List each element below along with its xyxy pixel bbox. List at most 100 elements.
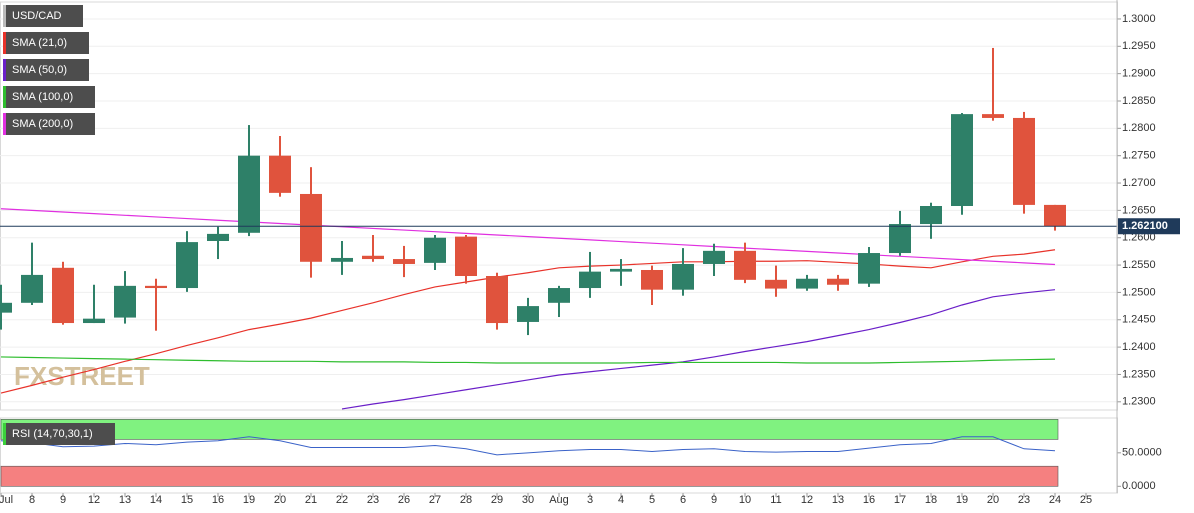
candle-body: [455, 236, 477, 277]
legend: USD/CAD SMA (21,0) SMA (50,0) SMA (100,0) SM…: [3, 5, 95, 135]
x-tick-label: Aug: [549, 494, 569, 506]
candle-body: [300, 193, 322, 262]
y-tick-label: 50.0000: [1122, 447, 1162, 459]
x-tick-label: 30: [522, 494, 534, 506]
candle-body: [579, 271, 601, 289]
watermark: FXSTREET: [14, 361, 150, 391]
y-tick-label: 1.2850: [1122, 95, 1156, 107]
rsi-line: [0, 436, 1056, 456]
x-tick-label: 17: [894, 494, 906, 506]
candle-body: [269, 155, 291, 193]
candle-body: [424, 237, 446, 263]
x-tick-label: 20: [987, 494, 999, 506]
x-tick-label: 12: [801, 494, 813, 506]
rsi-band: [0, 419, 1059, 440]
candle-body: [672, 263, 694, 290]
last-price-box: [1118, 218, 1180, 235]
candle-body: [610, 268, 632, 272]
legend-label: SMA (200,0): [12, 118, 73, 130]
x-tick-label: 9: [60, 494, 66, 506]
legend-box: [3, 423, 115, 445]
x-tick-label: 16: [212, 494, 224, 506]
x-tick-label: 23: [1018, 494, 1030, 506]
x-tick-label: 27: [429, 494, 441, 506]
x-tick-label: Jul: [0, 494, 13, 506]
y-tick-label: 1.2400: [1122, 341, 1156, 353]
rsi-legend: RSI (14,70,30,1): [3, 423, 115, 445]
y-tick-label: 1.2500: [1122, 286, 1156, 298]
x-tick-label: 10: [739, 494, 751, 506]
x-tick-label: 15: [181, 494, 193, 506]
candle-body: [114, 285, 136, 318]
candle-body: [238, 155, 260, 233]
candle-body: [1013, 117, 1035, 205]
x-tick-label: 13: [832, 494, 844, 506]
legend-box: [3, 59, 89, 81]
y-tick-label: 1.2350: [1122, 368, 1156, 380]
candle-body: [641, 269, 663, 290]
candle-body: [486, 276, 508, 324]
pane-frame: [0, 1, 1118, 411]
x-tick-label: 8: [29, 494, 35, 506]
candle-body: [52, 267, 74, 324]
candle-body: [951, 114, 973, 206]
legend-label: USD/CAD: [12, 10, 62, 22]
legend-label: SMA (21,0): [12, 37, 67, 49]
x-tick-label: 5: [649, 494, 655, 506]
candle-body: [0, 302, 12, 313]
y-tick-label: 0.0000: [1122, 480, 1156, 492]
x-tick-label: 3: [587, 494, 593, 506]
x-tick-label: 25: [1080, 494, 1092, 506]
candle-body: [703, 250, 725, 264]
candle-body: [765, 279, 787, 289]
x-tick-label: 29: [491, 494, 503, 506]
y-tick-label: 1.2650: [1122, 204, 1156, 216]
x-tick-label: 9: [711, 494, 717, 506]
y-tick-label: 1.2300: [1122, 396, 1156, 408]
candle-body: [889, 224, 911, 254]
legend-swatch: [3, 113, 6, 135]
candle-body: [207, 233, 229, 242]
legend-swatch: [3, 86, 6, 108]
candle-body: [21, 274, 43, 303]
x-tick-label: 19: [956, 494, 968, 506]
rsi-title: RSI (14,70,30,1): [12, 428, 93, 440]
x-tick-label: 16: [863, 494, 875, 506]
sma-line: [341, 289, 1056, 410]
legend-label: SMA (100,0): [12, 91, 73, 103]
candle-body: [176, 242, 198, 289]
candle-body: [920, 206, 942, 225]
x-tick-label: 11: [770, 494, 781, 506]
candle-body: [858, 253, 880, 284]
legend-box: [3, 86, 95, 108]
candle-body: [83, 318, 105, 324]
sma-line: [0, 356, 1056, 364]
x-tick-label: 22: [336, 494, 348, 506]
x-tick-label: 18: [925, 494, 937, 506]
legend-label: SMA (50,0): [12, 64, 67, 76]
y-tick-label: 1.3000: [1122, 13, 1156, 25]
legend-swatch: [3, 423, 6, 445]
candle-body: [548, 288, 570, 303]
y-tick-label: 1.2550: [1122, 259, 1156, 271]
y-tick-label: 1.2700: [1122, 177, 1156, 189]
x-tick-label: 20: [274, 494, 286, 506]
legend-box: [3, 5, 83, 27]
candle-body: [1044, 204, 1066, 227]
legend-swatch: [3, 32, 6, 54]
candle-body: [982, 114, 1004, 118]
candle-body: [517, 306, 539, 322]
x-tick-label: 4: [618, 494, 624, 506]
y-tick-label: 1.2950: [1122, 40, 1156, 52]
x-tick-label: 19: [243, 494, 255, 506]
x-tick-label: 23: [367, 494, 379, 506]
legend-swatch: [3, 59, 6, 81]
x-tick-label: 26: [398, 494, 410, 506]
y-tick-label: 1.2750: [1122, 150, 1156, 162]
x-tick-label: 14: [150, 494, 162, 506]
candle-body: [827, 278, 849, 285]
candle-body: [145, 285, 167, 289]
legend-box: [3, 32, 89, 54]
y-tick-label: 1.2900: [1122, 68, 1156, 80]
x-tick-label: 6: [680, 494, 686, 506]
